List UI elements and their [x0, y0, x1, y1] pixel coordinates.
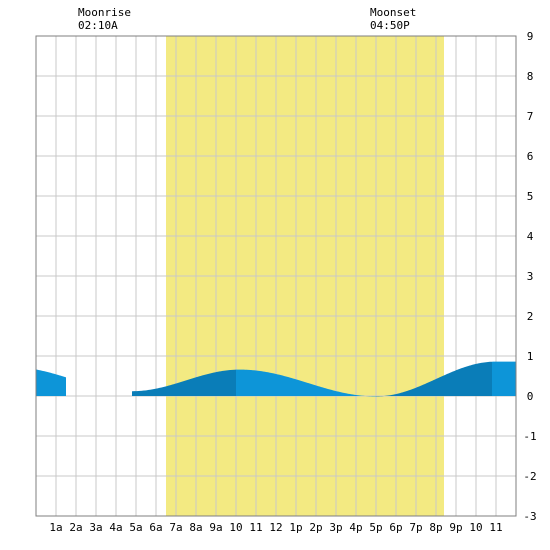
- x-tick-label: 9p: [449, 521, 462, 534]
- x-tick-label: 1a: [49, 521, 62, 534]
- x-tick-label: 4p: [349, 521, 362, 534]
- y-tick-label: -1: [523, 430, 536, 443]
- y-tick-label: 9: [527, 30, 534, 43]
- x-tick-label: 2p: [309, 521, 322, 534]
- x-tick-label: 3p: [329, 521, 342, 534]
- y-tick-label: -2: [523, 470, 536, 483]
- tide-area-segment: [376, 361, 492, 397]
- x-tick-label: 5a: [129, 521, 142, 534]
- x-tick-label: 6a: [149, 521, 162, 534]
- x-tick-label: 4a: [109, 521, 122, 534]
- x-tick-label: 8a: [189, 521, 202, 534]
- tide-area-segment: [36, 369, 66, 396]
- y-tick-label: 7: [527, 110, 534, 123]
- moonset-label: Moonset: [370, 6, 416, 19]
- y-tick-label: 3: [527, 270, 534, 283]
- x-tick-label: 11: [489, 521, 502, 534]
- y-tick-labels: 9 8 7 6 5 4 3 2 1 0 -1 -2 -3: [523, 30, 536, 523]
- x-tick-label: 2a: [69, 521, 82, 534]
- moonset-time: 04:50P: [370, 19, 410, 32]
- x-tick-label: 10: [469, 521, 482, 534]
- y-tick-label: 5: [527, 190, 534, 203]
- plot-border: [35, 35, 517, 517]
- x-tick-label: 5p: [369, 521, 382, 534]
- x-tick-label: 7a: [169, 521, 182, 534]
- y-tick-label: 8: [527, 70, 534, 83]
- x-tick-label: 12: [269, 521, 282, 534]
- y-tick-label: 1: [527, 350, 534, 363]
- tide-area-segment: [132, 369, 236, 396]
- tide-area-layer: [36, 361, 516, 397]
- x-tick-label: 11: [249, 521, 262, 534]
- tide-area-segment: [236, 369, 376, 397]
- y-tick-label: 4: [527, 230, 534, 243]
- x-tick-label: 7p: [409, 521, 422, 534]
- moonrise-label: Moonrise: [78, 6, 131, 19]
- y-tick-label: 2: [527, 310, 534, 323]
- x-tick-label: 9a: [209, 521, 222, 534]
- y-tick-label: -3: [523, 510, 536, 523]
- x-tick-label: 8p: [429, 521, 442, 534]
- y-tick-label: 0: [527, 390, 534, 403]
- x-tick-label: 3a: [89, 521, 102, 534]
- moonrise-time: 02:10A: [78, 19, 118, 32]
- x-tick-label: 1p: [289, 521, 302, 534]
- y-tick-label: 6: [527, 150, 534, 163]
- tide-area-segment: [492, 361, 516, 396]
- x-tick-labels: 1a 2a 3a 4a 5a 6a 7a 8a 9a 10 11 12 1p 2p 3p 4p 5p 6p 7p 8p…: [49, 521, 502, 534]
- x-tick-label: 6p: [389, 521, 402, 534]
- x-tick-label: 10: [229, 521, 242, 534]
